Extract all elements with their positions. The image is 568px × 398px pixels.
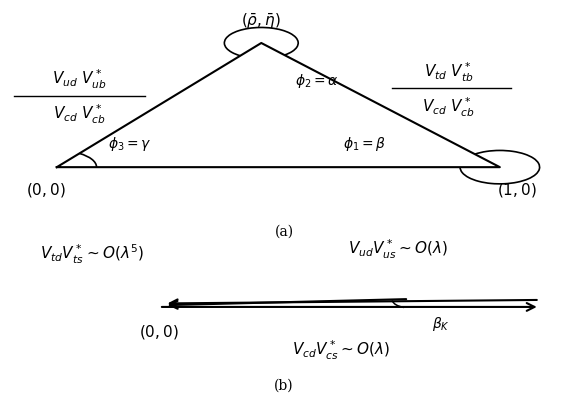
Text: (b): (b) [274, 379, 294, 393]
Text: $(\bar{\rho},\bar{\eta})$: $(\bar{\rho},\bar{\eta})$ [241, 12, 281, 31]
Text: $\phi_2= \alpha$: $\phi_2= \alpha$ [295, 72, 339, 90]
Text: $\beta_K$: $\beta_K$ [432, 315, 450, 333]
Text: $V_{cd} \ V_{cb}^*$: $V_{cd} \ V_{cb}^*$ [53, 103, 106, 126]
Text: $\phi_3= \gamma$: $\phi_3= \gamma$ [108, 135, 152, 153]
Text: $(1,0)$: $(1,0)$ [497, 181, 537, 199]
Text: $(0,0)$: $(0,0)$ [26, 181, 65, 199]
Text: $V_{cd} \ V_{cb}^*$: $V_{cd} \ V_{cb}^*$ [422, 96, 475, 119]
Text: $V_{td} \ V_{tb}^*$: $V_{td} \ V_{tb}^*$ [424, 60, 474, 84]
Text: $(0,0)$: $(0,0)$ [139, 323, 179, 341]
Text: $V_{ud}V_{us}^*{\sim}O(\lambda)$: $V_{ud}V_{us}^*{\sim}O(\lambda)$ [348, 238, 448, 261]
Text: $V_{cd}V_{cs}^*{\sim}O(\lambda)$: $V_{cd}V_{cs}^*{\sim}O(\lambda)$ [292, 338, 390, 362]
Text: $V_{td}V_{ts}^*{\sim}O(\lambda^5)$: $V_{td}V_{ts}^*{\sim}O(\lambda^5)$ [40, 243, 144, 266]
Text: $V_{ud} \ V_{ub}^*$: $V_{ud} \ V_{ub}^*$ [52, 68, 107, 91]
Text: $\phi_1= \beta$: $\phi_1= \beta$ [343, 135, 386, 153]
Text: (a): (a) [274, 225, 294, 239]
